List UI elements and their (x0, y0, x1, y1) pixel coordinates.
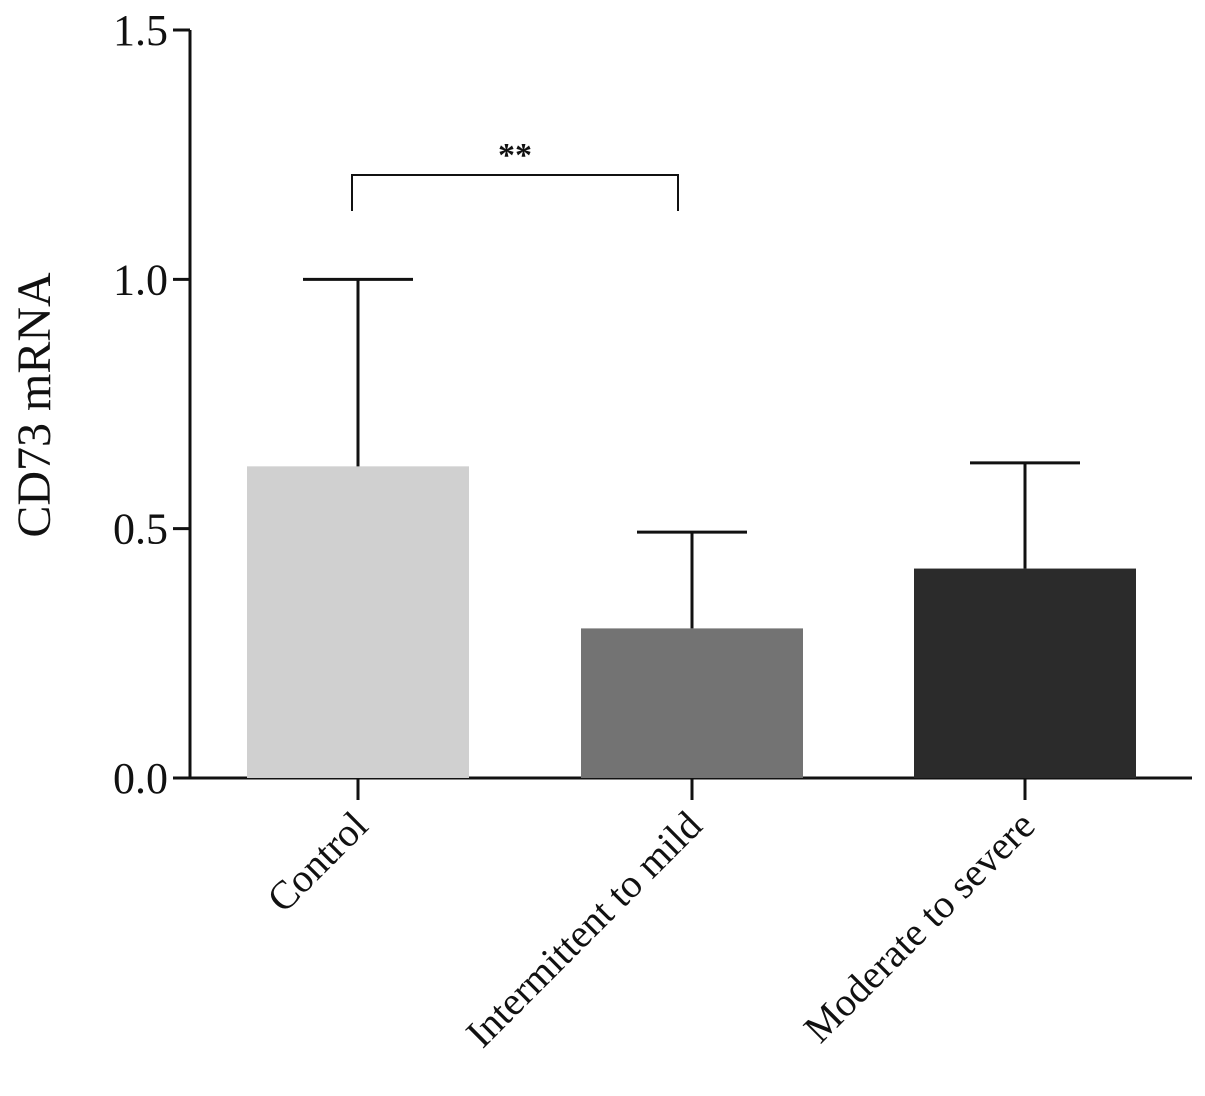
significance-brackets: ** (352, 137, 678, 211)
error-bar (637, 532, 747, 628)
y-ticks: 0.0 0.5 1.0 1.5 (113, 6, 190, 803)
error-bar (303, 279, 413, 466)
bar (247, 466, 469, 778)
x-tick-label: Moderate to severe (795, 803, 1044, 1052)
bar (581, 628, 803, 778)
y-tick-label: 0.5 (113, 505, 168, 554)
x-tick-label: Intermittent to mild (457, 803, 710, 1056)
error-bar (970, 463, 1080, 569)
x-tick-label: Control (258, 803, 376, 921)
y-tick-label: 0.0 (113, 754, 168, 803)
significance-bracket (352, 175, 678, 211)
significance-label: ** (498, 137, 532, 174)
bar (914, 569, 1136, 778)
x-ticks: Control Intermittent to mild Moderate to s… (258, 778, 1043, 1056)
y-tick-label: 1.5 (113, 6, 168, 55)
y-tick-label: 1.0 (113, 255, 168, 304)
y-axis-title: CD73 mRNA (8, 272, 61, 538)
